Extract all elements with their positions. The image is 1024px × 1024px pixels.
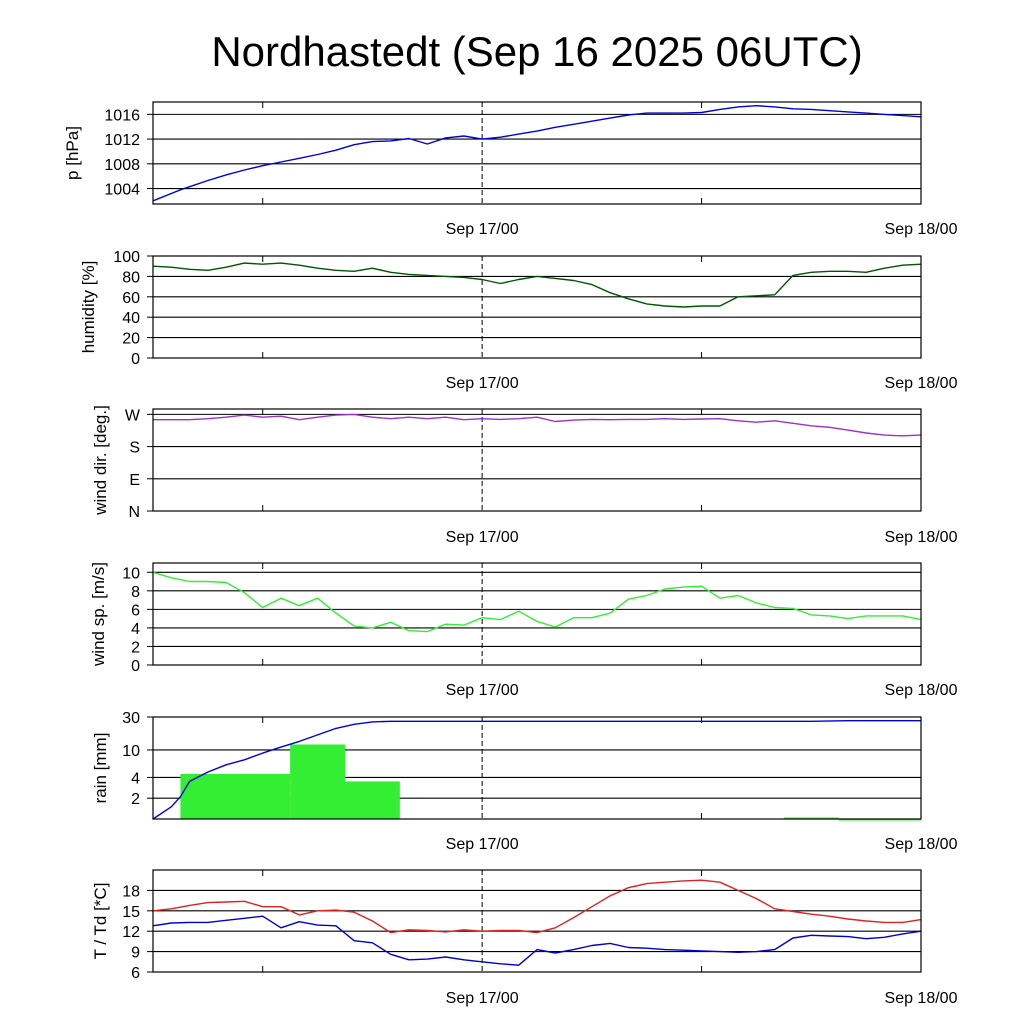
rain-bar xyxy=(838,819,921,821)
y-tick-label: 0 xyxy=(131,658,140,675)
series-line-1 xyxy=(152,104,922,202)
series-line-1 xyxy=(152,720,921,820)
y-tick-label: N xyxy=(128,504,140,521)
y-tick-label: 15 xyxy=(122,904,140,921)
y-tick-label: 60 xyxy=(122,290,140,307)
x-tick-label: Sep 17/00 xyxy=(446,682,519,699)
panel-4: 0 24 68 10 wind sp. [m/s] Sep 17/00 Sep 18/00 xyxy=(89,562,958,699)
y-tick-label: 18 xyxy=(122,883,140,900)
plot-frame xyxy=(152,101,922,205)
chart-title: Nordhastedt (Sep 16 2025 06UTC) xyxy=(211,28,862,75)
y-tick-label: 30 xyxy=(122,710,140,727)
y-tick-label: 4 xyxy=(131,621,140,638)
x-tick-label: Sep 18/00 xyxy=(885,375,958,392)
series-line-1 xyxy=(152,879,922,934)
y-tick-label: W xyxy=(125,407,141,424)
panel-6: 6 9 12 15 18 T / Td [*C] Sep 17/00 Sep 18/00 xyxy=(91,869,958,1007)
x-tick-label: Sep 18/00 xyxy=(885,990,958,1007)
y-tick-label: 1012 xyxy=(104,132,140,149)
x-tick-label: Sep 17/00 xyxy=(446,375,519,392)
series-line-1 xyxy=(152,571,922,633)
y-tick-label: 9 xyxy=(131,945,140,962)
rain-bar xyxy=(290,744,345,819)
y-tick-label: 80 xyxy=(122,269,140,286)
y-tick-label: 1008 xyxy=(104,157,140,174)
x-tick-label: Sep 18/00 xyxy=(885,529,958,546)
y-tick-label: 2 xyxy=(131,639,140,656)
x-tick-label: Sep 18/00 xyxy=(885,682,958,699)
y-tick-label: 1004 xyxy=(104,182,140,199)
y-tick-label: 10 xyxy=(122,743,140,760)
y-axis-label: humidity [%] xyxy=(79,261,98,354)
y-tick-label: 12 xyxy=(122,924,140,941)
x-tick-label: Sep 17/00 xyxy=(446,529,519,546)
y-axis-label: T / Td [*C] xyxy=(91,883,110,960)
y-tick-label: E xyxy=(129,472,140,489)
plot-frame xyxy=(152,408,922,512)
x-tick-label: Sep 18/00 xyxy=(885,221,958,238)
y-tick-label: 6 xyxy=(131,965,140,982)
panel-1: 1004 1008 1012 1016 p [hPa] Sep 17/00 Sep 18/0… xyxy=(63,101,958,238)
rain-bar xyxy=(783,817,839,820)
y-tick-label: 0 xyxy=(131,351,140,368)
x-tick-label: Sep 17/00 xyxy=(446,990,519,1007)
rain-bar xyxy=(345,781,400,819)
panel-2: 0 20 40 60 80 100 humidity [%] Sep 17/00 Sep 18/… xyxy=(79,249,958,392)
y-tick-label: 20 xyxy=(122,331,140,348)
y-axis-label: wind sp. [m/s] xyxy=(89,562,108,667)
plot-frame xyxy=(152,562,922,666)
panel-5: 2 4 10 30 rain [mm] Sep 17/00 Sep 18/00 xyxy=(91,710,958,853)
plot-frame xyxy=(152,716,922,820)
y-axis-label: rain [mm] xyxy=(91,733,110,804)
x-tick-label: Sep 17/00 xyxy=(446,221,519,238)
y-tick-label: 6 xyxy=(131,602,140,619)
series-line-2 xyxy=(152,915,922,966)
x-tick-label: Sep 18/00 xyxy=(885,836,958,853)
y-tick-label: 10 xyxy=(122,565,140,582)
plot-frame xyxy=(152,255,922,359)
y-tick-label: 8 xyxy=(131,584,140,601)
y-tick-label: 2 xyxy=(131,791,140,808)
x-tick-label: Sep 17/00 xyxy=(446,836,519,853)
plot-frame xyxy=(152,869,922,973)
rain-bar xyxy=(180,773,291,819)
y-axis-label: p [hPa] xyxy=(63,126,82,180)
y-tick-label: 4 xyxy=(131,770,140,787)
y-tick-label: S xyxy=(129,440,140,457)
series-line-1 xyxy=(153,413,922,437)
y-tick-label: 40 xyxy=(122,310,140,327)
y-tick-label: 1016 xyxy=(104,107,140,124)
y-axis-label: wind dir. [deg.] xyxy=(91,405,110,516)
y-tick-label: 100 xyxy=(113,249,140,266)
series-line-1 xyxy=(152,262,922,308)
